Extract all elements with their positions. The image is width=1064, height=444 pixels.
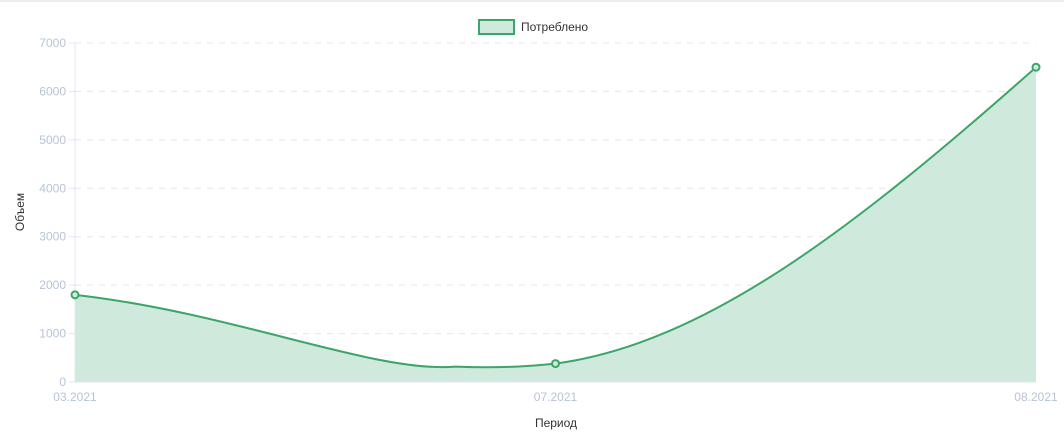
legend-swatch[interactable]: [478, 19, 515, 35]
y-tick-label: 2000: [39, 278, 66, 292]
grid-lines: [75, 42, 1036, 335]
data-points: [70, 62, 1041, 369]
top-divider: [0, 0, 1064, 2]
data-point-07.2021[interactable]: [551, 359, 560, 369]
series-line: [74, 66, 1037, 369]
y-tick-label: 3000: [39, 230, 66, 244]
x-tick-label: 08.2021: [1014, 390, 1058, 404]
y-tick-label: 1000: [39, 327, 66, 341]
y-tick-label: 0: [59, 375, 66, 389]
x-tick-label: 03.2021: [53, 390, 97, 404]
axes: 0 1000 2000 3000 4000 5000 6000 7000 03.2021 07.2…: [39, 36, 1058, 404]
series-area: [74, 66, 1037, 382]
y-tick-label: 7000: [39, 36, 66, 50]
legend[interactable]: Потреблено: [478, 19, 588, 35]
legend-label: Потреблено: [521, 20, 588, 34]
y-tick-label: 4000: [39, 181, 66, 195]
x-axis-title: Период: [535, 416, 577, 430]
y-tick-label: 5000: [39, 133, 66, 147]
series-area-fill: [75, 67, 1036, 382]
data-point-03.2021[interactable]: [70, 290, 80, 300]
x-tick-label: 07.2021: [534, 390, 578, 404]
data-point-08.2021[interactable]: [1031, 62, 1041, 72]
y-tick-label: 6000: [39, 84, 66, 98]
y-axis-title: Объем: [13, 193, 27, 231]
